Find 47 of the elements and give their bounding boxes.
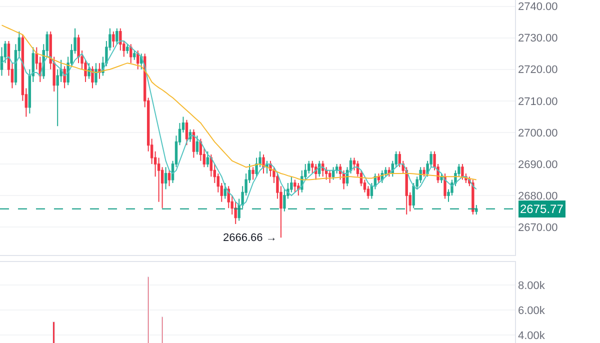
y-tick-label: 2670.00 xyxy=(518,222,558,234)
candlestick xyxy=(262,154,265,174)
candlestick xyxy=(475,204,478,215)
candlestick xyxy=(133,50,136,60)
y-tick-label: 2720.00 xyxy=(518,64,558,76)
candlestick xyxy=(318,160,321,178)
candlestick xyxy=(126,44,129,54)
y-tick-label: 4.00k xyxy=(518,330,546,342)
y-tick-label: 2680.00 xyxy=(518,190,558,202)
line-series xyxy=(1,40,477,206)
candlestick xyxy=(112,31,115,48)
candlestick xyxy=(192,128,196,158)
y-tick-label: 6.00k xyxy=(518,304,546,317)
y-tick-label: 2740.00 xyxy=(518,1,558,14)
line-series xyxy=(1,24,477,180)
candlestick xyxy=(98,62,101,80)
candlestick xyxy=(130,44,132,64)
y-tick-label: 2700.00 xyxy=(518,127,558,140)
candlestick xyxy=(440,172,443,184)
candlestick xyxy=(314,164,318,180)
candlestick xyxy=(206,150,210,168)
candlestick xyxy=(196,135,199,156)
ref-line-label: 2675.77 xyxy=(520,202,564,216)
y-tick-label: 2730.00 xyxy=(518,32,558,45)
candlestick xyxy=(136,50,140,70)
candlestick xyxy=(297,182,300,196)
candlestick xyxy=(224,182,226,200)
candlestick xyxy=(294,179,296,193)
candlestick xyxy=(185,119,188,146)
candlestick xyxy=(252,166,254,180)
candlestick xyxy=(472,179,474,215)
candlestick xyxy=(88,62,90,80)
candlestick xyxy=(116,28,118,45)
y-tick-label: 2690.00 xyxy=(518,158,558,171)
candlestick xyxy=(168,170,171,187)
candlestick xyxy=(94,62,98,86)
candlestick xyxy=(377,172,380,184)
candlestick xyxy=(461,164,464,180)
y-tick-label: 2710.00 xyxy=(518,96,558,108)
candlestick xyxy=(422,166,426,178)
candlestick xyxy=(328,170,332,184)
annotation: 2666.66 → xyxy=(223,232,277,244)
candlestick xyxy=(321,160,324,178)
candlestick xyxy=(91,66,94,89)
y-tick-label: 8.00k xyxy=(518,280,546,292)
candlestick xyxy=(444,172,446,200)
candlestick xyxy=(164,166,168,190)
